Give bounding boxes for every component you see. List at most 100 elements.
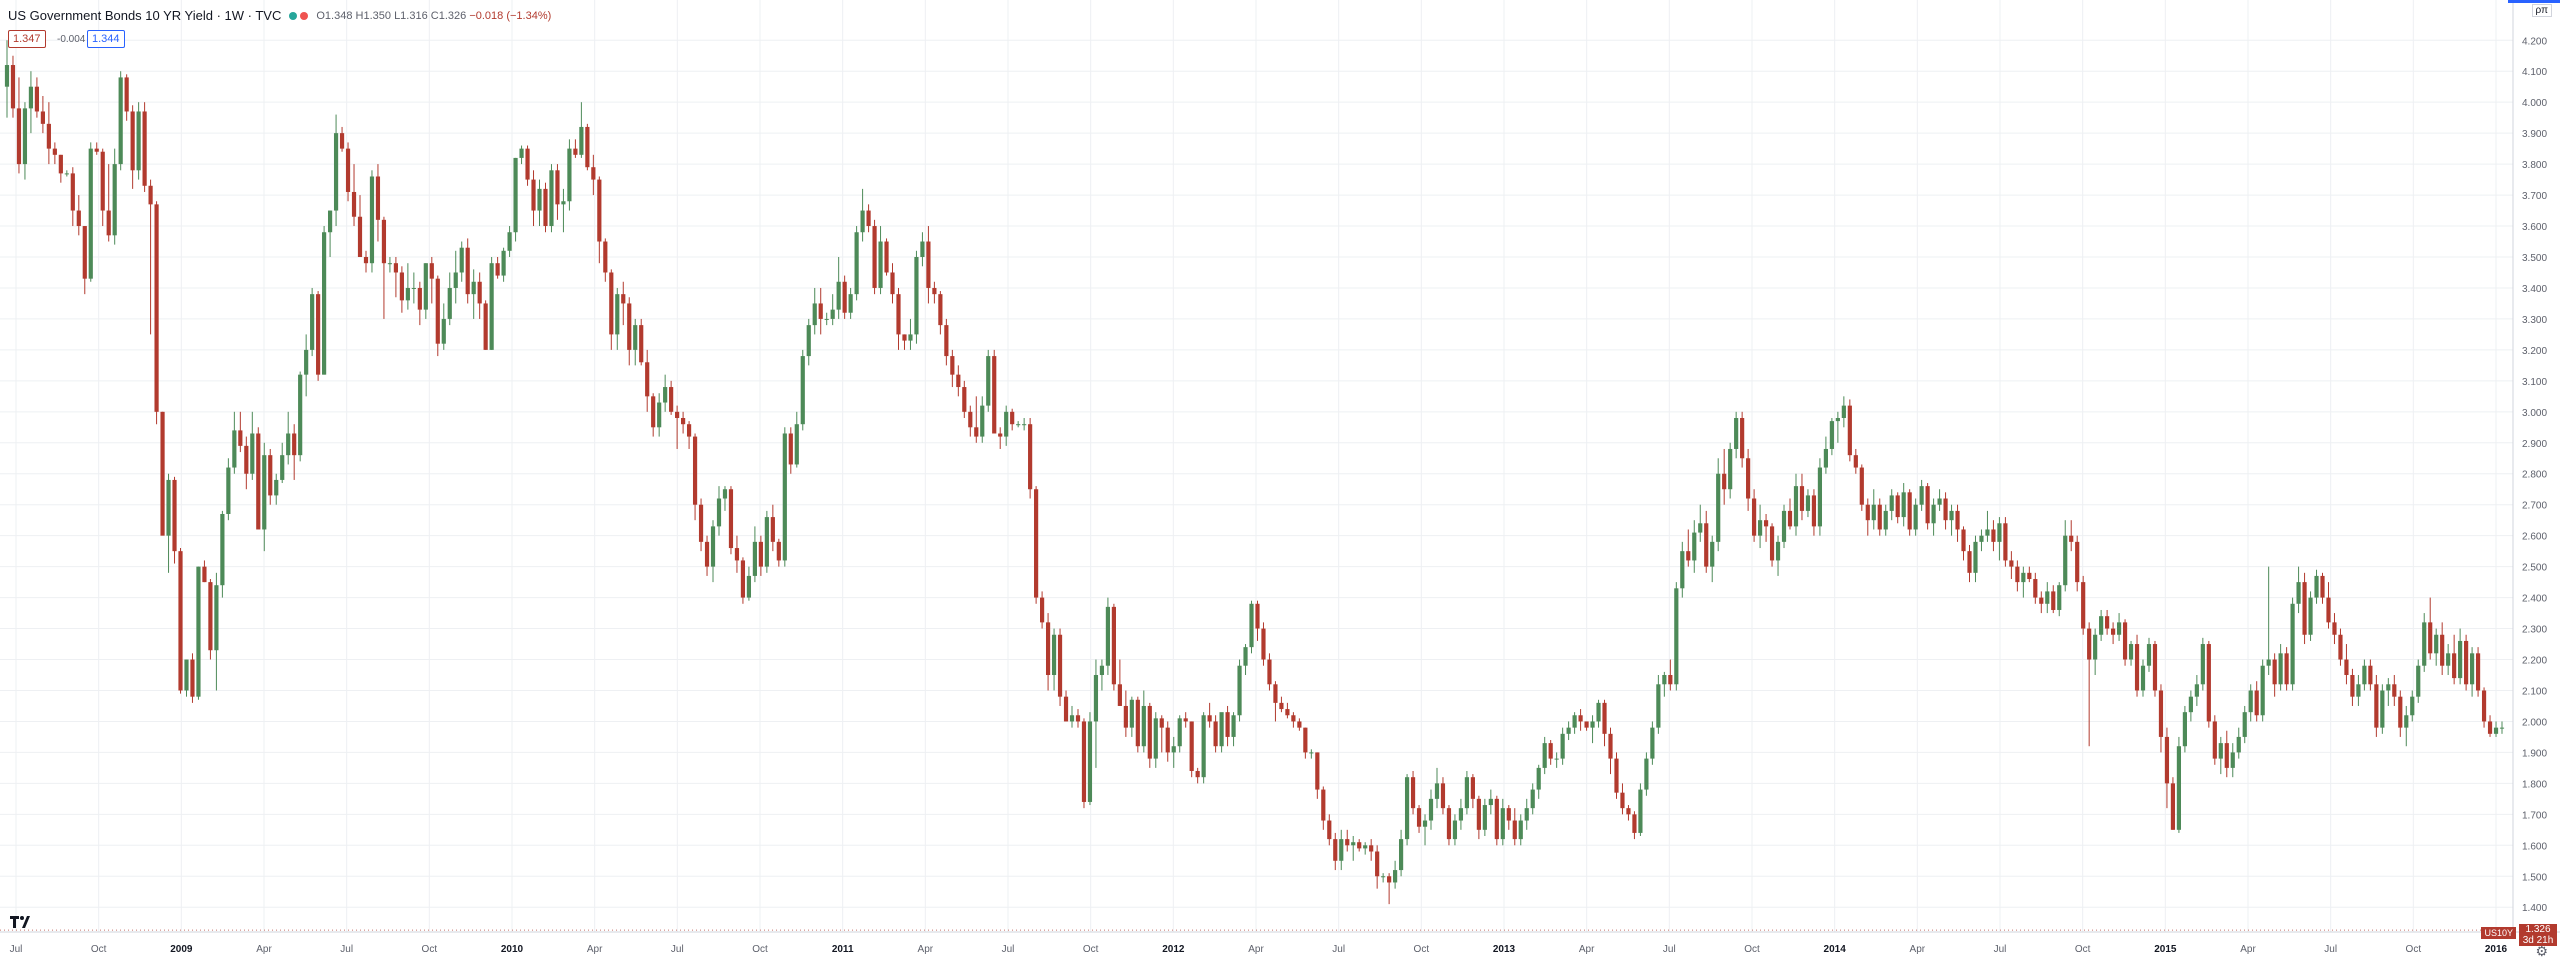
candle-body: [1608, 733, 1613, 759]
candle-body: [812, 303, 817, 326]
candle-body: [950, 356, 955, 375]
candle-body: [974, 427, 979, 437]
candle-body: [986, 356, 991, 406]
candle-body: [1757, 520, 1763, 536]
candle-body: [1704, 523, 1709, 567]
candle-body: [890, 272, 895, 295]
y-tick-label: 2.000: [2522, 717, 2547, 728]
candle-body: [256, 433, 261, 530]
y-tick-label: 2.500: [2522, 563, 2547, 574]
candle-body: [2362, 665, 2367, 685]
candle-body: [908, 334, 913, 341]
candle-body: [1722, 473, 1727, 490]
candle-body: [549, 170, 554, 227]
gear-icon[interactable]: ⚙: [2535, 943, 2548, 959]
candle-body: [998, 433, 1003, 437]
x-tick-label: Jul: [10, 944, 23, 955]
spread-value: -0.004: [57, 34, 86, 45]
buy-price-box[interactable]: 1.344: [87, 30, 125, 48]
status-dots[interactable]: [289, 11, 309, 20]
candle-body: [1572, 715, 1577, 728]
candle-body: [2051, 591, 2056, 610]
candle-body: [2332, 622, 2337, 635]
candle-body: [854, 232, 859, 295]
candle-body: [1040, 597, 1045, 623]
candle-body: [1189, 721, 1194, 771]
candle-body: [381, 219, 387, 264]
candle-body: [1063, 696, 1069, 722]
x-tick-label: Oct: [1744, 944, 1760, 955]
candle-body: [1811, 495, 1817, 527]
candle-body: [878, 241, 883, 288]
candle-body: [2392, 684, 2397, 697]
y-tick-label: 2.900: [2522, 439, 2547, 450]
candle-body: [746, 575, 752, 598]
sell-price-box[interactable]: 1.347: [8, 30, 46, 48]
candle-body: [34, 86, 40, 112]
candle-body: [2458, 640, 2463, 679]
candle-body: [1686, 551, 1691, 561]
candle-body: [1464, 777, 1469, 809]
legend: US Government Bonds 10 YR Yield · 1W · T…: [8, 8, 551, 23]
candle-body: [1470, 777, 1475, 799]
candle-body: [591, 167, 596, 180]
candle-body: [543, 188, 548, 227]
x-tick-label: Jul: [2324, 944, 2337, 955]
candle-body: [2003, 523, 2008, 561]
tradingview-logo-icon[interactable]: [8, 912, 36, 932]
candle-body: [1997, 523, 2002, 542]
x-tick-label: Jul: [671, 944, 684, 955]
candle-body: [214, 585, 219, 651]
candle-body: [2410, 696, 2415, 716]
candle-body: [202, 566, 207, 583]
candle-body: [800, 356, 805, 425]
candle-body: [2320, 575, 2325, 598]
candle-body: [902, 334, 907, 341]
candle-body: [1752, 498, 1757, 536]
price-scale-mode-tag[interactable]: ρπ: [2531, 4, 2552, 17]
candle-body: [1877, 504, 1882, 530]
candle-body: [2314, 575, 2319, 598]
candle-body: [2057, 585, 2062, 610]
candle-body: [2350, 675, 2355, 697]
candle-body: [1632, 814, 1637, 833]
candle-body: [2416, 665, 2421, 697]
candle-body: [1769, 526, 1775, 561]
candle-body: [1925, 486, 1930, 524]
candle-body: [860, 210, 865, 233]
y-tick-label: 3.200: [2522, 346, 2547, 357]
candle-body: [1716, 473, 1721, 542]
x-tick-label: Apr: [918, 944, 934, 955]
candle-body: [1225, 712, 1230, 737]
chart-title[interactable]: US Government Bonds 10 YR Yield · 1W · T…: [8, 8, 282, 23]
candle-body: [2111, 628, 2116, 635]
candle-body: [2116, 622, 2122, 635]
candle-body: [2493, 727, 2499, 734]
tv-logo-shape: [10, 916, 30, 928]
y-tick-label: 3.500: [2522, 253, 2547, 264]
candle-body: [704, 541, 710, 567]
candle-body: [1740, 418, 1745, 459]
candle-body: [1452, 820, 1458, 840]
candle-body: [2009, 560, 2014, 567]
candle-body: [1488, 798, 1493, 806]
candle-body: [2075, 541, 2080, 583]
candle-body: [1369, 845, 1374, 852]
candle-body: [1746, 458, 1751, 499]
candle-body: [645, 362, 650, 397]
x-tick-label: Apr: [1248, 944, 1264, 955]
candle-body: [1093, 675, 1099, 722]
candle-body: [2033, 579, 2038, 598]
candle-body: [1979, 535, 1984, 542]
candle-body: [1231, 715, 1236, 737]
candle-body: [1339, 839, 1344, 861]
candle-body: [1907, 492, 1912, 530]
candle-body: [232, 430, 237, 468]
candle-body: [962, 387, 967, 412]
candle-body: [1255, 603, 1260, 629]
candle-body: [1913, 504, 1918, 530]
candle-body: [2428, 622, 2433, 654]
candle-body: [124, 77, 129, 112]
candle-body: [1051, 634, 1057, 676]
